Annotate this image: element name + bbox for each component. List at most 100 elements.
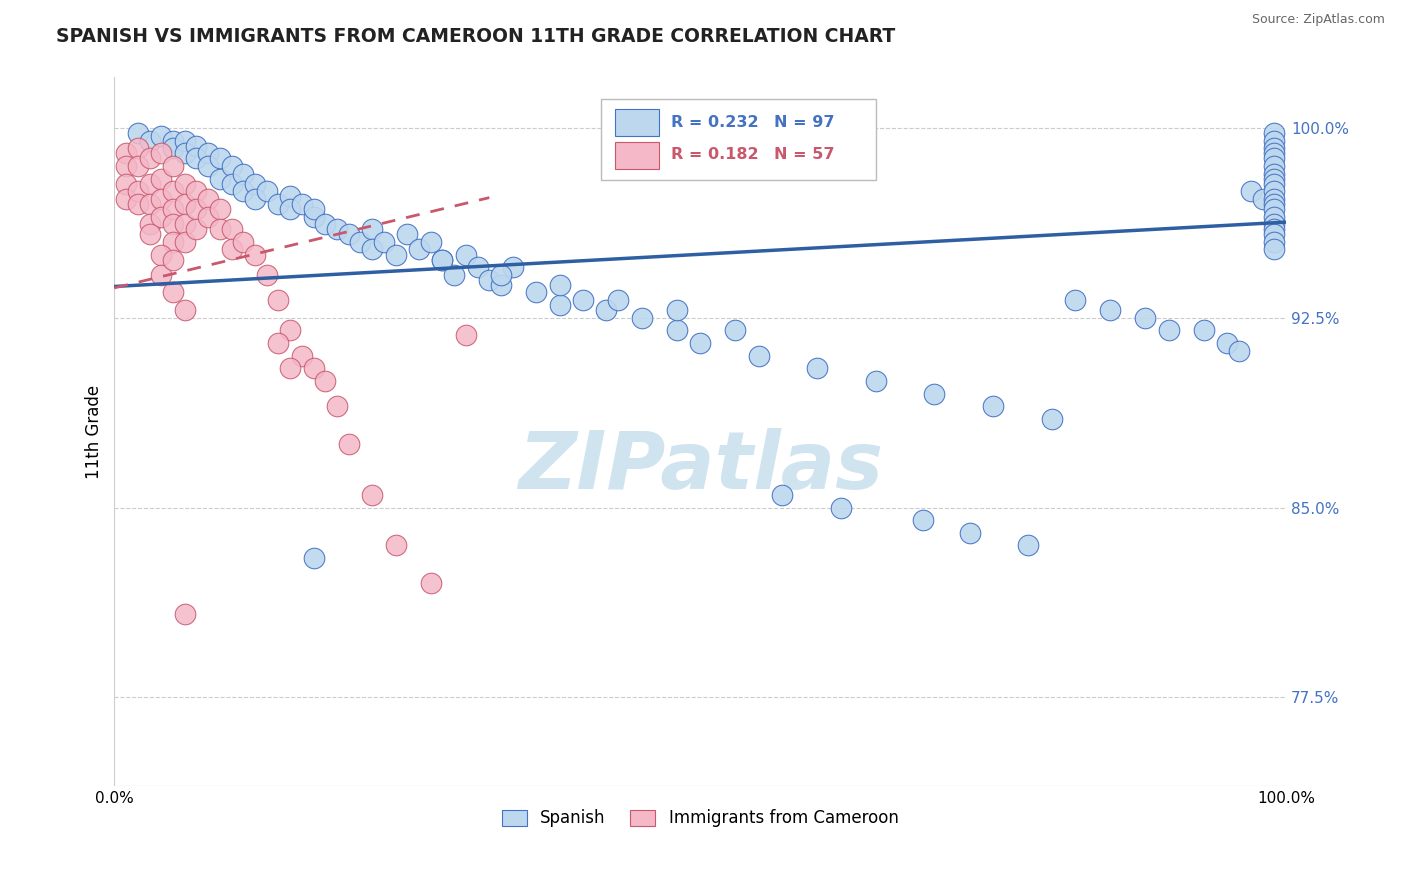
Point [302,551,325,566]
Point [208,171,231,186]
Point [138,152,160,166]
Point [186,222,208,236]
Point [724,323,747,337]
Point [162,184,184,198]
Point [127,184,149,198]
Point [302,202,325,216]
Point [349,235,371,249]
Point [1192,323,1215,337]
Bar [614,110,659,136]
Point [384,247,406,261]
Point [1263,243,1285,257]
Point [256,184,278,198]
Point [1240,184,1263,198]
Point [127,141,149,155]
Point [243,177,266,191]
Point [337,437,360,451]
Point [419,235,441,249]
Point [267,197,290,211]
Point [548,277,571,292]
Legend: Spanish, Immigrants from Cameroon: Spanish, Immigrants from Cameroon [495,803,905,834]
Point [361,488,384,502]
Point [267,336,290,351]
Point [748,349,770,363]
Point [291,349,314,363]
Point [454,247,477,261]
Point [150,192,173,206]
Point [1263,222,1285,236]
Point [127,197,149,211]
Point [162,252,184,267]
Point [314,374,336,388]
Point [1263,126,1285,140]
Point [138,134,160,148]
Point [478,273,501,287]
Point [361,222,384,236]
Point [384,538,406,552]
Point [232,167,254,181]
Text: N = 57: N = 57 [773,147,835,162]
Point [278,323,301,337]
Point [278,361,301,376]
Bar [614,142,659,169]
Point [186,202,208,216]
Point [162,217,184,231]
Point [489,277,512,292]
Point [150,171,173,186]
Point [162,159,184,173]
Point [959,525,981,540]
Point [607,293,630,307]
Point [1263,217,1285,231]
Point [115,146,138,161]
Point [1099,303,1122,318]
Point [548,298,571,312]
Point [911,513,934,527]
Y-axis label: 11th Grade: 11th Grade [86,384,103,479]
Point [1251,192,1274,206]
Point [150,128,173,143]
Point [630,310,652,325]
Point [1263,202,1285,216]
Point [408,243,430,257]
Point [302,361,325,376]
Point [1135,310,1157,325]
Point [443,268,465,282]
Point [432,252,454,267]
Text: Source: ZipAtlas.com: Source: ZipAtlas.com [1251,13,1385,27]
Point [197,159,219,173]
Point [197,146,219,161]
Point [830,500,852,515]
Text: R = 0.232: R = 0.232 [671,114,758,129]
Point [173,146,195,161]
Point [432,252,454,267]
Point [186,152,208,166]
Point [186,184,208,198]
Point [1263,184,1285,198]
Point [208,202,231,216]
Point [1263,146,1285,161]
Point [454,328,477,343]
Point [1040,412,1063,426]
Point [302,210,325,224]
Point [1263,192,1285,206]
Point [186,138,208,153]
Point [278,202,301,216]
Point [1263,177,1285,191]
Point [221,222,243,236]
Point [173,607,195,621]
Point [115,177,138,191]
Point [115,192,138,206]
Point [197,210,219,224]
Point [1263,235,1285,249]
Point [138,227,160,242]
Point [173,197,195,211]
Point [173,177,195,191]
Point [1263,210,1285,224]
Point [373,235,395,249]
Point [1263,134,1285,148]
Point [419,576,441,591]
Point [150,268,173,282]
Point [208,222,231,236]
Point [665,303,688,318]
Point [865,374,887,388]
